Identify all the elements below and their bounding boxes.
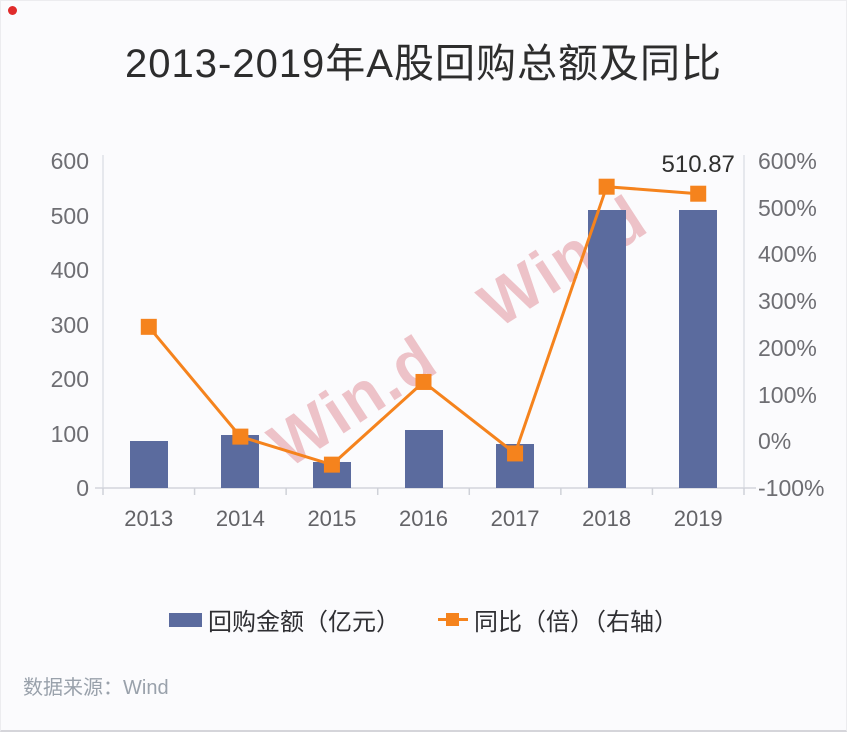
source-note: 数据来源：Wind (23, 677, 169, 699)
axes (95, 155, 756, 495)
line-marker-2014 (232, 428, 249, 445)
line-marker-2015 (323, 456, 340, 473)
bar-2019 (679, 209, 718, 488)
bar-2013 (129, 441, 168, 488)
data-label-2019: 510.87 (661, 151, 735, 178)
y-axis-tick-right: 500% (758, 194, 817, 221)
y-axis-tick-left: 600 (50, 148, 89, 174)
yoy-line-series (140, 178, 707, 473)
y-axis-tick-left: 400 (50, 257, 89, 283)
y-axis-tick-right: 400% (758, 241, 817, 268)
legend-item-line: 同比（倍）（右轴） (438, 602, 678, 637)
line-swatch-marker (446, 613, 459, 626)
y-axis-tick-left: 500 (50, 202, 89, 229)
x-axis-label: 2018 (582, 506, 632, 531)
yoy-line (147, 185, 699, 467)
line-marker-2017 (507, 445, 524, 462)
x-axis-label: 2015 (307, 506, 357, 531)
bar-2016 (404, 430, 443, 488)
x-axis-label: 2014 (215, 506, 265, 531)
y-axis-tick-right: 200% (758, 334, 817, 361)
legend-line-label: 同比（倍）（右轴） (474, 609, 678, 636)
bar-series-swatch (169, 612, 202, 627)
legend: 回购金额（亿元） 同比（倍）（右轴） (1, 602, 846, 637)
y-axis-tick-right: 100% (758, 381, 817, 408)
x-axis-label: 2019 (673, 506, 723, 531)
line-marker-2019 (690, 185, 707, 202)
y-axis-tick-right: -100% (758, 475, 825, 501)
line-marker-2016 (415, 373, 432, 390)
x-axis-label: 2016 (399, 506, 448, 531)
x-axis-label: 2017 (490, 506, 540, 531)
line-marker-2018 (598, 178, 615, 195)
line-series-swatch (438, 612, 468, 627)
legend-bar-label: 回购金额（亿元） (208, 609, 400, 636)
line-marker-2013 (140, 318, 157, 335)
y-axis-tick-left: 100 (50, 420, 89, 447)
y-axis-tick-left: 0 (76, 475, 89, 501)
y-axis-tick-right: 600% (758, 148, 817, 174)
x-axis-label: 2013 (124, 506, 174, 531)
red-dot (8, 6, 17, 15)
chart-title: 2013-2019年A股回购总额及同比 (125, 42, 722, 86)
y-axis-tick-right: 300% (758, 288, 817, 315)
y-axis-tick-right: 0% (758, 428, 792, 455)
y-axis-tick-left: 200 (50, 366, 89, 392)
legend-item-bar: 回购金额（亿元） (169, 602, 400, 637)
plot-area: Win.d Win.d 600 500 400 300 200 100 0 600% 500% 400… (1, 1, 846, 561)
y-axis-tick-left: 300 (50, 311, 89, 338)
bar-2018 (587, 210, 626, 488)
